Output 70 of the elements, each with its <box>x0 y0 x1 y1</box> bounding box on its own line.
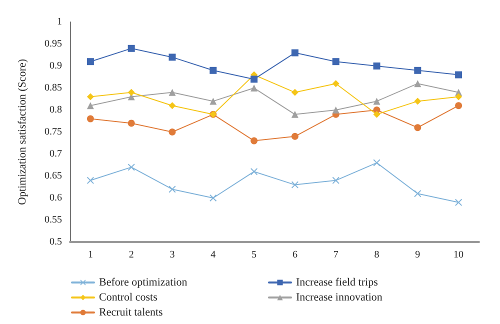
point <box>373 98 380 105</box>
point <box>332 80 340 88</box>
point <box>455 102 462 110</box>
x-tick-label: 10 <box>454 250 464 260</box>
legend-label: Control costs <box>99 292 158 304</box>
point <box>291 181 298 188</box>
point <box>168 102 176 110</box>
point <box>128 44 135 52</box>
point <box>168 88 176 96</box>
point <box>86 115 94 122</box>
point <box>128 120 135 127</box>
point <box>414 190 422 198</box>
y-tick-label: 0.65 <box>44 170 62 182</box>
point <box>250 137 258 144</box>
y-tick-label: 0.9 <box>50 60 62 72</box>
legend-label: Increase field trips <box>296 276 378 288</box>
point <box>332 106 340 114</box>
x-tick-label: 6 <box>292 250 298 260</box>
x-tick-label: 9 <box>415 250 420 260</box>
point <box>250 168 258 176</box>
x-tick-label: 7 <box>333 250 338 260</box>
point <box>168 128 176 136</box>
y-tick-label: 1 <box>57 16 62 28</box>
y-tick-label: 0.95 <box>44 38 62 50</box>
point <box>168 186 176 193</box>
point <box>210 98 217 105</box>
point <box>373 62 380 70</box>
point <box>414 98 422 105</box>
point <box>291 88 298 96</box>
point <box>455 198 462 206</box>
point <box>210 194 217 202</box>
y-tick-label: 0.8 <box>50 104 62 116</box>
legend-label: Increase innovation <box>296 292 383 304</box>
point <box>250 84 258 92</box>
point <box>86 176 94 184</box>
point <box>86 93 94 100</box>
point <box>414 80 422 88</box>
legend-label: Recruit talents <box>99 306 163 318</box>
y-axis-title: Optimization satisfaction (Score) <box>16 58 28 206</box>
point <box>128 164 135 171</box>
y-tick-label: 0.5 <box>50 236 62 248</box>
y-tick-label: 0.7 <box>50 148 62 160</box>
point <box>414 124 422 132</box>
x-tick-label: 2 <box>128 250 134 260</box>
point <box>332 176 340 184</box>
x-tick-label: 4 <box>210 250 216 260</box>
point <box>291 110 298 118</box>
point <box>373 159 380 166</box>
point <box>128 88 135 96</box>
point <box>250 76 258 83</box>
point <box>210 66 217 74</box>
point <box>86 102 94 110</box>
point <box>455 93 462 100</box>
x-tick-label: 8 <box>374 250 380 260</box>
point <box>291 132 298 140</box>
point <box>373 110 380 118</box>
x-tick-label: 5 <box>252 250 257 260</box>
point <box>291 49 298 56</box>
point <box>455 71 462 78</box>
y-tick-label: 0.75 <box>44 126 62 138</box>
point <box>332 58 340 66</box>
x-tick-label: 1 <box>88 250 93 260</box>
legend-label: Before optimization <box>99 276 188 288</box>
y-tick-label: 0.85 <box>44 82 62 94</box>
y-tick-label: 0.55 <box>44 214 62 226</box>
x-tick-label: 3 <box>170 250 175 260</box>
point <box>86 58 94 66</box>
point <box>414 66 422 74</box>
y-tick-label: 0.6 <box>50 192 62 204</box>
point <box>168 54 176 61</box>
